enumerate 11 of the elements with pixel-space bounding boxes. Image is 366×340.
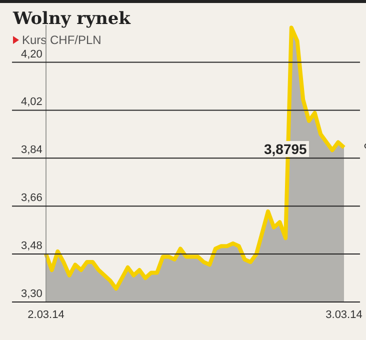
x-tick-label: 2.03.14 — [28, 308, 64, 321]
y-tick-label: 3,30 — [21, 288, 42, 300]
x-tick-label: 3.03.14 — [326, 308, 362, 321]
y-tick-label: 3,48 — [21, 240, 42, 252]
y-tick-label: 4,02 — [21, 96, 42, 108]
y-tick-label: 3,66 — [21, 192, 42, 204]
annotation: 3,8795 — [262, 141, 309, 157]
y-tick-label: 4,20 — [21, 48, 42, 60]
y-tick-label: 3,84 — [21, 144, 42, 156]
text: Kurs CHF/PLN — [22, 33, 102, 47]
chart-title: Wolny rynek — [13, 9, 130, 29]
